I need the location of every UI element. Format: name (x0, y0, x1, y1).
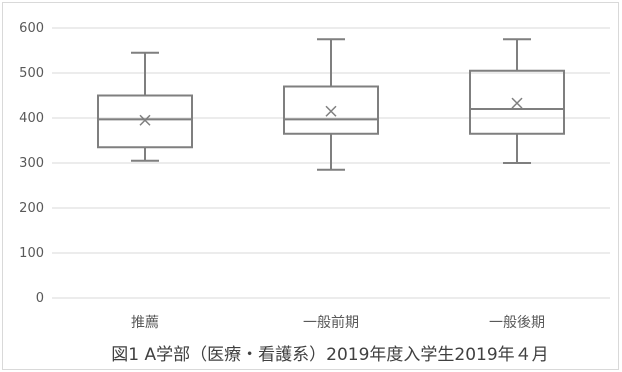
y-tick-label: 300 (19, 156, 44, 171)
mean-marker (139, 114, 151, 126)
x-category-label: 一般前期 (303, 314, 359, 331)
box-series (97, 38, 565, 171)
y-tick-label: 500 (19, 66, 44, 81)
y-axis-tick-labels: 0 100 200 300 400 500 600 (19, 21, 44, 306)
y-tick-label: 0 (36, 291, 44, 306)
x-axis-category-labels: 推薦 一般前期 一般後期 (131, 314, 545, 331)
box-1 (283, 38, 379, 171)
y-tick-label: 400 (19, 111, 44, 126)
x-category-label: 推薦 (131, 315, 159, 331)
mean-marker (325, 105, 337, 117)
y-tick-label: 200 (19, 201, 44, 216)
x-category-label: 一般後期 (489, 315, 545, 331)
iqr-box (469, 69, 565, 135)
iqr-box (97, 94, 193, 149)
y-tick-label: 100 (19, 246, 44, 261)
mean-marker (511, 97, 523, 109)
box-2 (469, 38, 565, 164)
iqr-box (283, 85, 379, 135)
y-tick-label: 600 (19, 21, 44, 36)
box-0 (97, 51, 193, 162)
chart-caption: 図1 A学部（医療・看護系）2019年度入学生2019年４月 (111, 345, 548, 365)
